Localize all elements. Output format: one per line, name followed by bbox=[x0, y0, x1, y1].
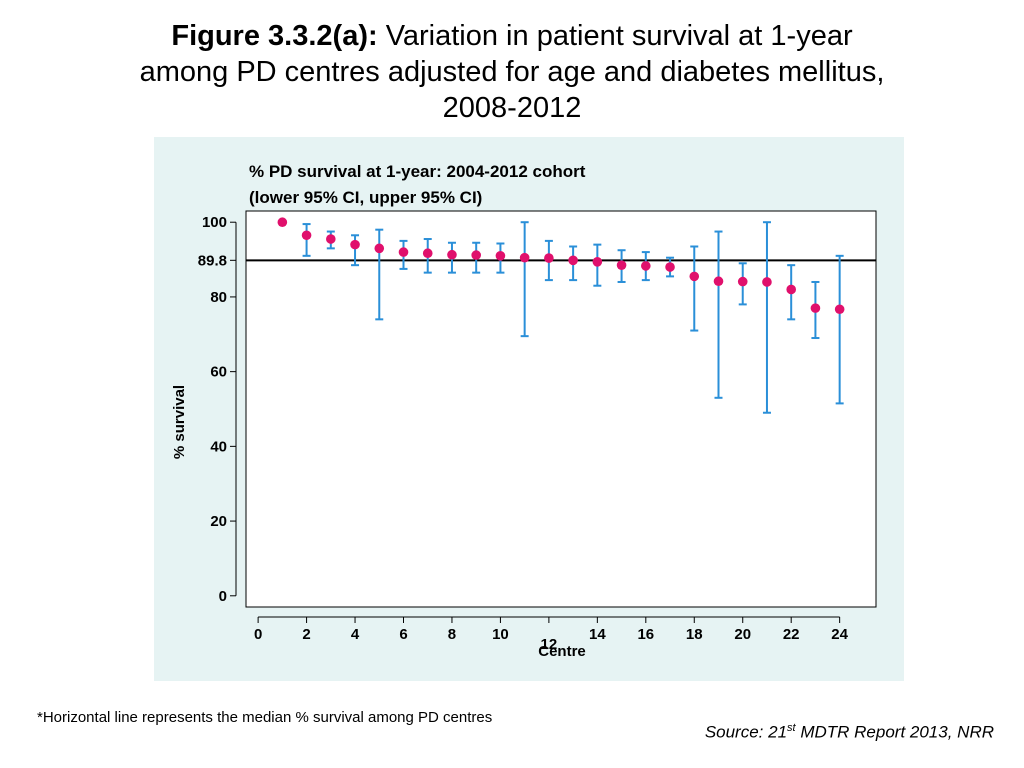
data-point bbox=[519, 252, 530, 263]
x-tick-label: 8 bbox=[448, 626, 456, 643]
data-point bbox=[374, 243, 385, 254]
x-tick-label: 6 bbox=[399, 626, 407, 643]
y-tick-label: 80 bbox=[210, 289, 227, 306]
y-tick-label: 0 bbox=[219, 588, 227, 605]
x-tick-label: 20 bbox=[734, 626, 751, 643]
data-point bbox=[301, 230, 312, 241]
data-point bbox=[277, 217, 288, 228]
data-point bbox=[689, 271, 700, 282]
footnote: *Horizontal line represents the median %… bbox=[37, 709, 493, 726]
data-point bbox=[592, 257, 603, 267]
data-point bbox=[568, 255, 578, 266]
figure-title-line1: Figure 3.3.2(a): Variation in patient su… bbox=[40, 18, 984, 54]
x-tick-label: 24 bbox=[831, 626, 848, 643]
x-tick-label: 16 bbox=[637, 626, 654, 643]
data-point bbox=[326, 234, 336, 244]
data-point bbox=[713, 276, 724, 287]
data-point bbox=[447, 249, 457, 260]
data-point bbox=[422, 248, 433, 259]
source-citation: Source: 21st MDTR Report 2013, NRR bbox=[705, 722, 994, 743]
x-tick-label: 0 bbox=[254, 626, 262, 643]
figure-title-line3: 2008-2012 bbox=[442, 92, 582, 124]
y-tick-label: 60 bbox=[210, 364, 227, 381]
ci-bar bbox=[690, 245, 699, 332]
x-tick-label: 2 bbox=[302, 626, 310, 643]
data-point bbox=[398, 247, 409, 257]
data-point bbox=[544, 253, 554, 263]
x-tick-label: 22 bbox=[783, 626, 800, 643]
y-axis-label: % survival bbox=[171, 385, 188, 459]
x-axis-label: Centre bbox=[538, 643, 586, 660]
data-point bbox=[834, 304, 845, 315]
x-tick-label: 4 bbox=[351, 626, 360, 643]
data-point bbox=[762, 277, 772, 287]
plot-area bbox=[245, 210, 877, 608]
data-point bbox=[665, 262, 675, 272]
y-tick-label: 100 bbox=[202, 214, 227, 231]
figure-title: Figure 3.3.2(a): Variation in patient su… bbox=[40, 18, 984, 126]
chart-title: % PD survival at 1-year: 2004-2012 cohor… bbox=[249, 162, 586, 181]
data-point bbox=[641, 261, 651, 271]
survival-chart: % PD survival at 1-year: 2004-2012 cohor… bbox=[171, 162, 877, 660]
data-point bbox=[616, 260, 627, 270]
chart-subtitle: (lower 95% CI, upper 95% CI) bbox=[249, 188, 482, 207]
x-tick-label: 12 bbox=[541, 636, 558, 653]
x-tick-label: 10 bbox=[492, 626, 509, 643]
x-tick-label: 18 bbox=[686, 626, 703, 643]
figure-title-text1: Variation in patient survival at 1-year bbox=[377, 20, 853, 52]
y-tick-label: 40 bbox=[210, 438, 227, 455]
data-point bbox=[810, 303, 821, 313]
ci-bar bbox=[835, 254, 844, 405]
data-point bbox=[471, 250, 481, 260]
ci-bar bbox=[520, 221, 529, 338]
source-prefix: Source: 21 bbox=[704, 722, 788, 742]
figure-label: Figure 3.3.2(a): bbox=[171, 20, 378, 52]
source-suffix: MDTR Report 2013, NRR bbox=[795, 722, 994, 742]
data-point bbox=[737, 276, 748, 287]
figure-title-line2: among PD centres adjusted for age and di… bbox=[139, 56, 885, 88]
y-tick-label: 20 bbox=[210, 513, 227, 530]
data-point bbox=[495, 251, 506, 261]
x-tick-label: 14 bbox=[589, 626, 606, 643]
y-tick-label: 89.8 bbox=[198, 252, 227, 269]
chart-panel: % PD survival at 1-year: 2004-2012 cohor… bbox=[154, 137, 904, 681]
ci-bar bbox=[714, 230, 723, 399]
points-layer bbox=[277, 217, 845, 315]
ci-bar bbox=[762, 221, 771, 414]
source-superscript: st bbox=[787, 722, 796, 734]
data-point bbox=[786, 284, 796, 295]
data-point bbox=[350, 239, 360, 250]
